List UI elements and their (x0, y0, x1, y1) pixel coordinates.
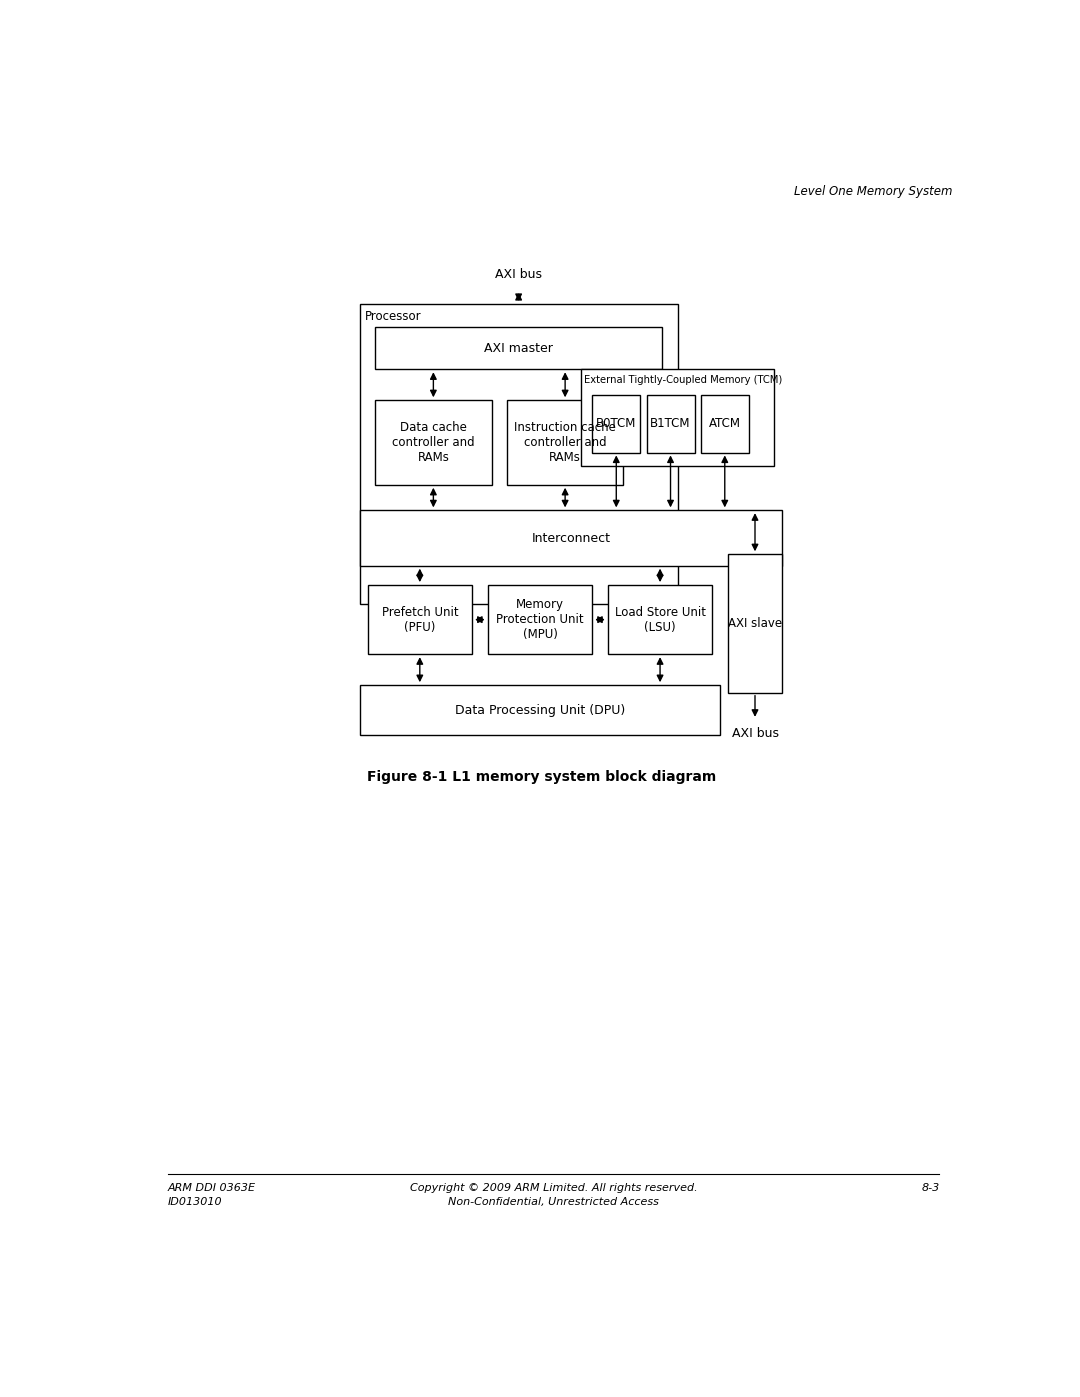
Text: Level One Memory System: Level One Memory System (794, 184, 953, 197)
Text: 8-3: 8-3 (921, 1183, 940, 1193)
FancyBboxPatch shape (581, 369, 774, 465)
FancyBboxPatch shape (608, 585, 713, 654)
Text: B0TCM: B0TCM (596, 418, 636, 430)
Text: Copyright © 2009 ARM Limited. All rights reserved.
Non-Confidential, Unrestricte: Copyright © 2009 ARM Limited. All rights… (409, 1183, 698, 1207)
Text: AXI bus: AXI bus (495, 268, 542, 281)
FancyBboxPatch shape (367, 585, 472, 654)
FancyBboxPatch shape (360, 510, 782, 566)
Text: Load Store Unit
(LSU): Load Store Unit (LSU) (615, 606, 705, 634)
FancyBboxPatch shape (507, 400, 623, 485)
Text: Data cache
controller and
RAMs: Data cache controller and RAMs (392, 420, 475, 464)
FancyBboxPatch shape (592, 395, 640, 453)
FancyBboxPatch shape (728, 555, 782, 693)
FancyBboxPatch shape (375, 400, 491, 485)
FancyBboxPatch shape (360, 685, 720, 735)
Text: Instruction cache
controller and
RAMs: Instruction cache controller and RAMs (514, 420, 616, 464)
Text: External Tightly-Coupled Memory (TCM): External Tightly-Coupled Memory (TCM) (584, 374, 783, 384)
FancyBboxPatch shape (647, 395, 694, 453)
FancyBboxPatch shape (360, 305, 677, 605)
Text: ARM DDI 0363E
ID013010: ARM DDI 0363E ID013010 (167, 1183, 256, 1207)
Text: Prefetch Unit
(PFU): Prefetch Unit (PFU) (381, 606, 458, 634)
Text: ATCM: ATCM (708, 418, 741, 430)
Text: Data Processing Unit (DPU): Data Processing Unit (DPU) (455, 704, 625, 717)
FancyBboxPatch shape (701, 395, 748, 453)
Text: Processor: Processor (364, 310, 421, 323)
FancyBboxPatch shape (375, 327, 662, 369)
Text: Memory
Protection Unit
(MPU): Memory Protection Unit (MPU) (496, 598, 584, 641)
Text: AXI slave: AXI slave (728, 617, 782, 630)
Text: AXI bus: AXI bus (731, 728, 779, 740)
Text: Figure 8-1 L1 memory system block diagram: Figure 8-1 L1 memory system block diagra… (367, 771, 716, 785)
Text: Interconnect: Interconnect (531, 531, 610, 545)
Text: B1TCM: B1TCM (650, 418, 691, 430)
Text: AXI master: AXI master (484, 342, 553, 355)
FancyBboxPatch shape (488, 585, 592, 654)
